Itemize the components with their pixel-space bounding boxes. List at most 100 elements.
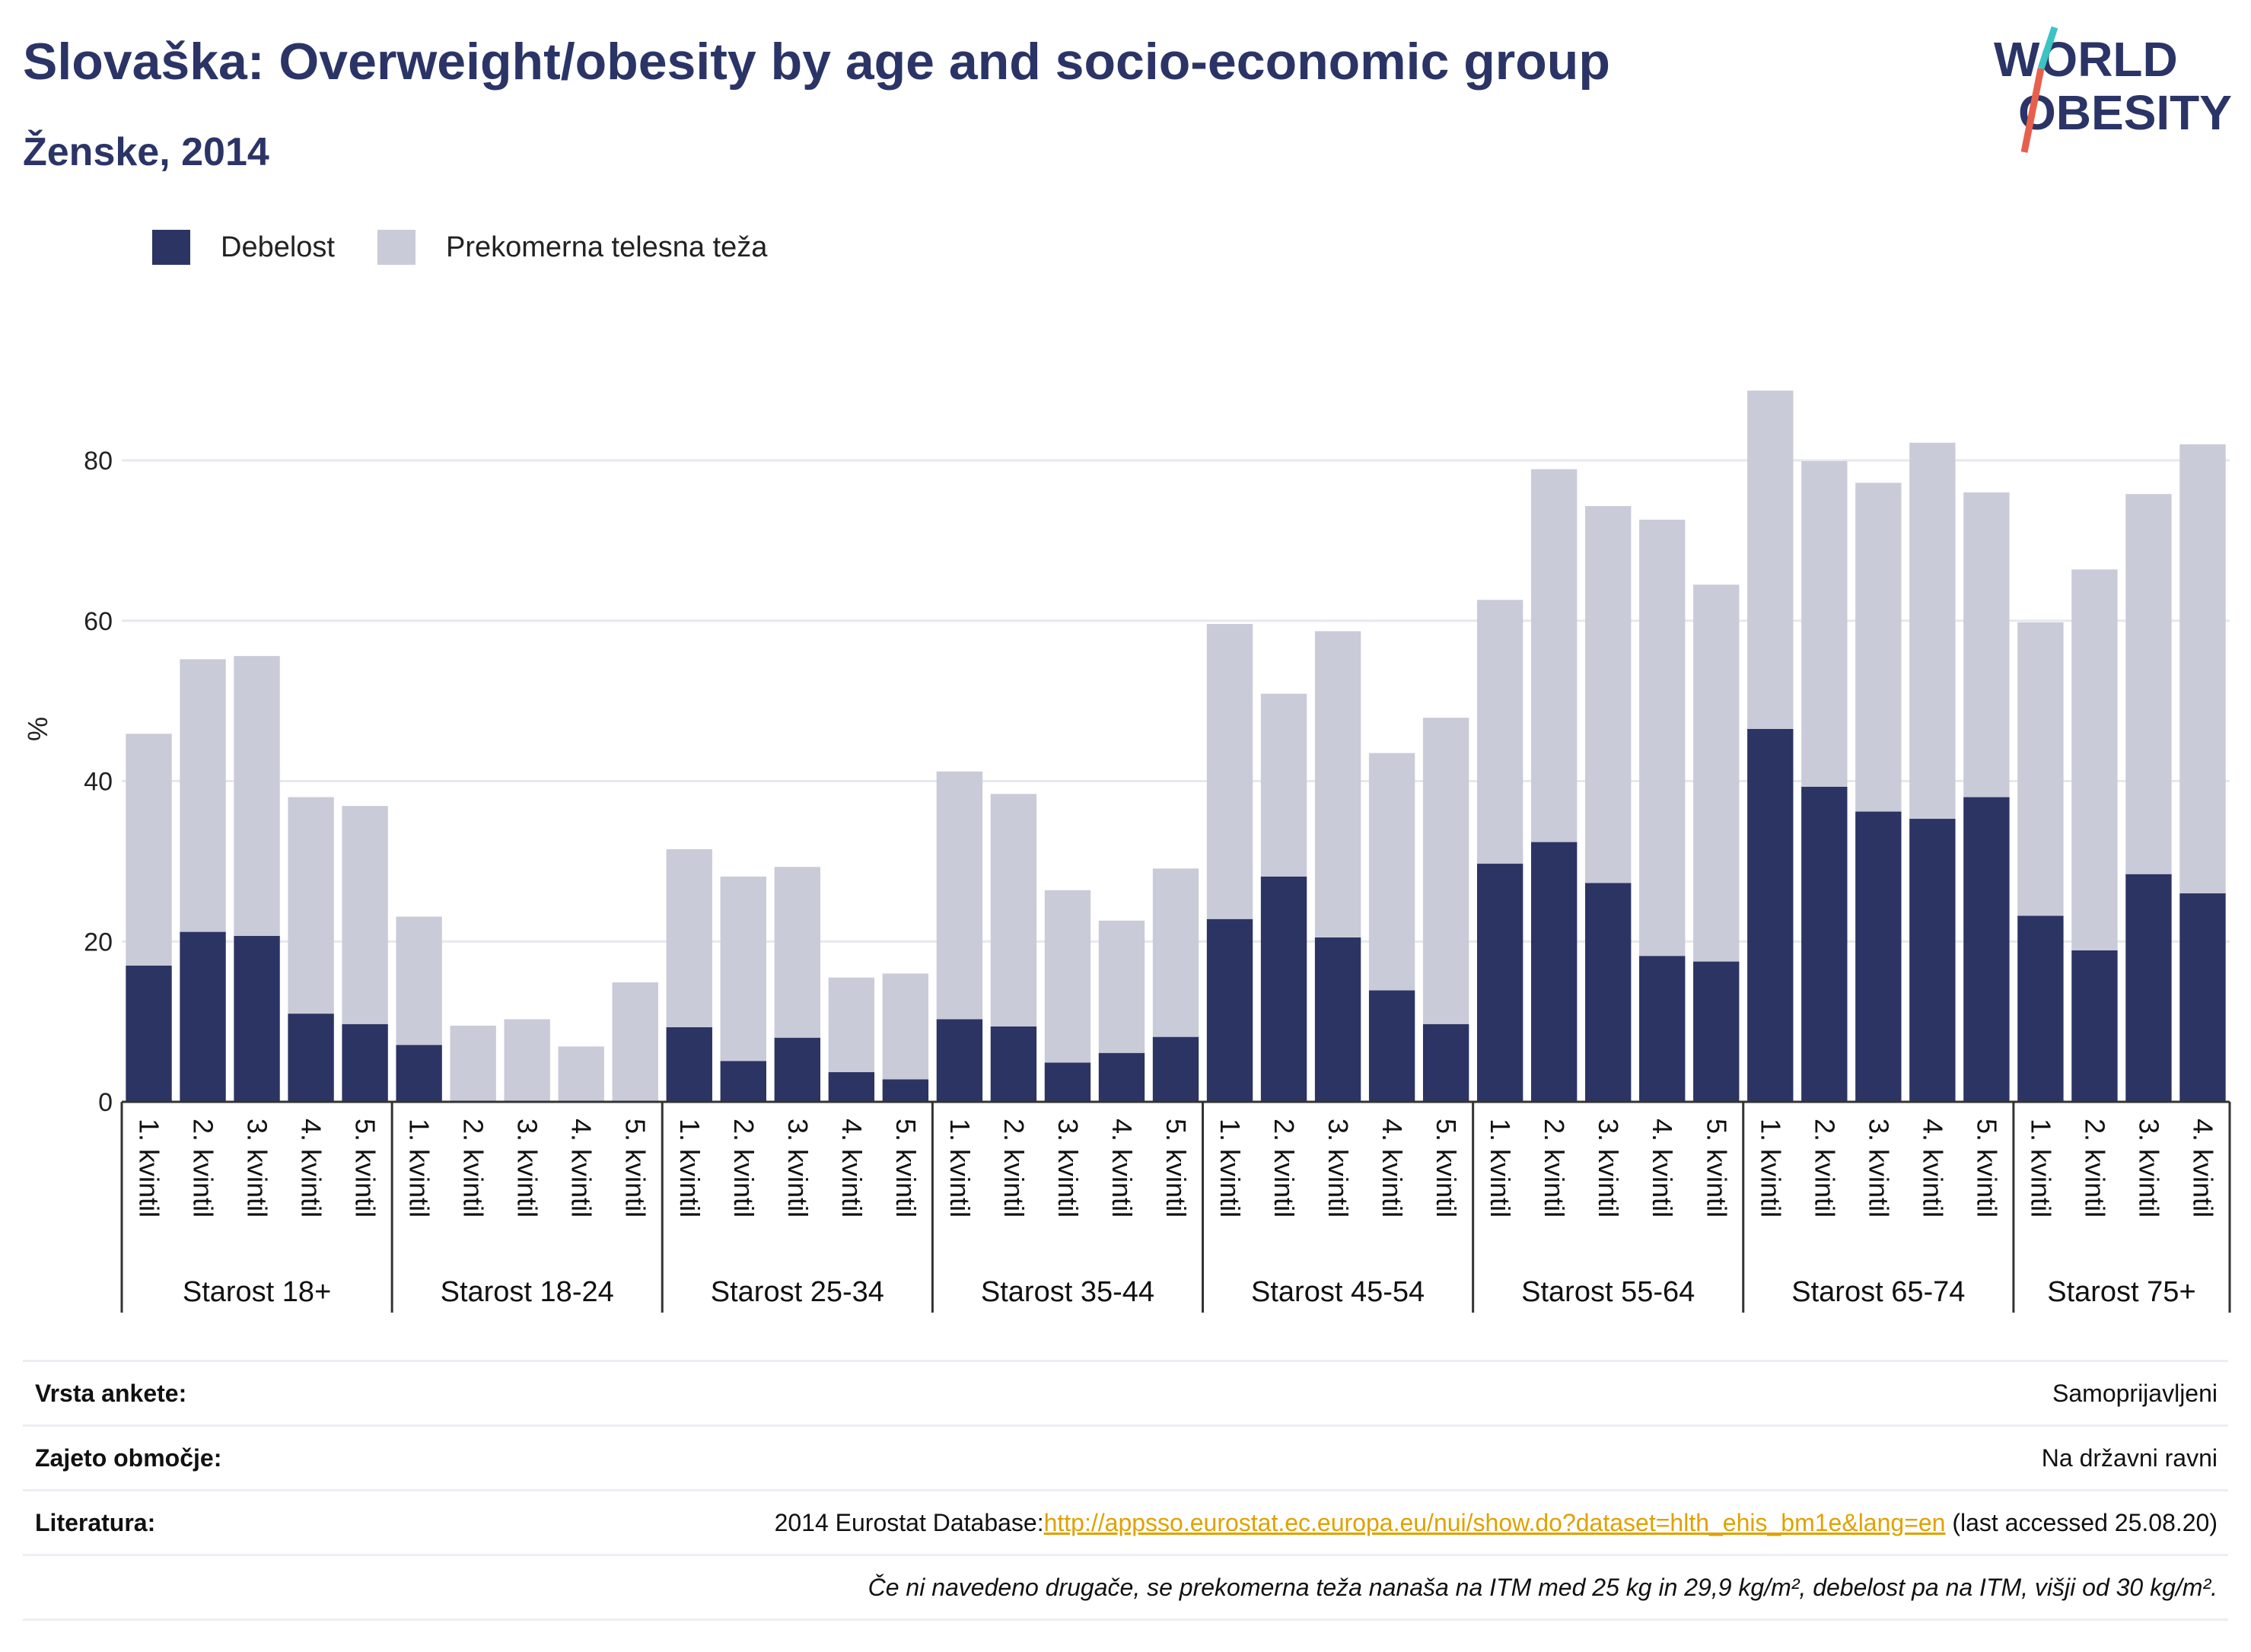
y-tick-label: 20 [84,928,113,957]
chart-subtitle: Ženske, 2014 [23,130,269,174]
category-label: 5. kvintil [1971,1119,2002,1218]
bar-overweight [288,797,334,1014]
bar-obesity [126,965,172,1102]
coverage-label: Zajeto območje: [35,1444,222,1472]
bar-overweight [1693,584,1740,962]
category-label: 2. kvintil [188,1119,219,1218]
bar-obesity [1855,811,1902,1102]
footer-row-coverage: Zajeto območje: Na državni ravni [23,1424,2228,1489]
bar-obesity [1801,786,1848,1102]
reference-value: 2014 Eurostat Database:http://appsso.eur… [775,1509,2218,1537]
bar-overweight [882,973,929,1080]
group-label: Starost 18-24 [441,1276,614,1308]
bar-obesity [1260,876,1307,1102]
category-label: 1. kvintil [944,1119,976,1218]
bar-obesity [2179,893,2226,1102]
category-label: 1. kvintil [1215,1119,1246,1218]
group-label: Starost 65-74 [1791,1276,1965,1308]
bar-obesity [666,1027,712,1102]
bar-overweight [2071,569,2118,950]
bar-obesity [828,1072,875,1102]
bar-obesity [720,1061,766,1102]
group-label: Starost 45-54 [1251,1276,1425,1308]
category-label: 3. kvintil [2133,1119,2164,1218]
category-label: 4. kvintil [1377,1119,1408,1218]
category-label: 1. kvintil [674,1119,705,1218]
category-label: 3. kvintil [1593,1119,1624,1218]
y-tick-label: 0 [98,1088,113,1117]
category-label: 1. kvintil [404,1119,435,1218]
legend-item-overweight[interactable]: Prekomerna telesna teža [377,230,767,265]
y-tick-label: 60 [84,607,113,636]
bar-obesity [342,1023,388,1102]
bar-overweight [450,1025,496,1102]
category-label: 1. kvintil [2025,1119,2056,1218]
category-label: 4. kvintil [836,1119,868,1218]
category-label: 2. kvintil [1269,1119,1300,1218]
bar-chart: 0 20 40 60 80% 1. kvintil 2. kvintil 3. kvintil… [22,390,2231,1313]
logo-slash-top [2037,26,2058,70]
category-label: 4. kvintil [2187,1119,2218,1218]
survey-label: Vrsta ankete: [35,1379,187,1407]
group-label: Starost 75+ [2047,1276,2195,1308]
group-label: Starost 35-44 [981,1276,1154,1308]
bar-obesity [180,931,226,1102]
bar-obesity [1422,1023,1469,1102]
bar-obesity [936,1019,983,1102]
bar-overweight [1963,492,2010,797]
category-label: 5. kvintil [890,1119,922,1218]
bar-overweight [1585,506,1632,883]
logo-line1: WORLD [1994,32,2178,87]
bar-overweight [1314,631,1361,937]
category-label: 2. kvintil [1809,1119,1840,1218]
category-label: 1. kvintil [134,1119,165,1218]
bar-obesity [1044,1062,1091,1102]
bar-overweight [1044,890,1091,1063]
reference-link[interactable]: http://appsso.eurostat.ec.europa.eu/nui/… [1043,1508,1946,1536]
category-label: 1. kvintil [1755,1119,1786,1218]
footer-row-survey: Vrsta ankete: Samoprijavljeni [23,1360,2228,1424]
bar-overweight [1422,718,1469,1024]
category-label: 2. kvintil [2079,1119,2110,1218]
legend-swatch-overweight [377,230,415,265]
bar-overweight [936,771,983,1020]
bar-overweight [1368,753,1415,991]
bar-overweight [1152,868,1199,1037]
survey-value: Samoprijavljeni [2052,1379,2218,1407]
category-label: 2. kvintil [998,1119,1030,1218]
bar-overweight [1098,920,1145,1053]
bar-overweight [1260,693,1307,877]
bar-overweight [126,734,172,966]
footer-row-reference: Literatura: 2014 Eurostat Database:http:… [23,1489,2228,1554]
bar-obesity [396,1045,442,1102]
bar-obesity [1747,729,1794,1102]
legend-item-obesity[interactable]: Debelost [152,230,335,265]
category-label: 2. kvintil [728,1119,759,1218]
y-tick-label: 80 [84,447,113,476]
bar-overweight [396,916,442,1046]
bar-overweight [1476,600,1523,864]
bar-overweight [774,867,821,1038]
category-label: 5. kvintil [620,1119,651,1218]
category-label: 2. kvintil [1539,1119,1570,1218]
bar-obesity [1476,864,1523,1102]
category-label: 3. kvintil [242,1119,273,1218]
world-obesity-logo: WORLD OBESITY [1994,26,2232,153]
bar-obesity [882,1079,929,1102]
bar-obesity [288,1014,334,1102]
chart-title: Slovaška: Overweight/obesity by age and … [23,33,1610,91]
bar-obesity [1585,883,1632,1102]
footer-table: Vrsta ankete: Samoprijavljeni Zajeto obm… [23,1360,2228,1621]
legend-label-obesity: Debelost [221,231,335,263]
bar-overweight [2125,494,2172,874]
coverage-value: Na državni ravni [2041,1444,2218,1472]
legend: Debelost Prekomerna telesna teža [152,228,810,266]
category-label: 5. kvintil [350,1119,381,1218]
bar-overweight [2017,622,2064,916]
y-axis-label: % [22,717,53,741]
bar-obesity [990,1026,1037,1102]
y-tick-label: 40 [84,768,113,797]
bar-obesity [2017,915,2064,1102]
logo-line2: OBESITY [2018,85,2232,140]
bar-obesity [1963,797,2010,1102]
